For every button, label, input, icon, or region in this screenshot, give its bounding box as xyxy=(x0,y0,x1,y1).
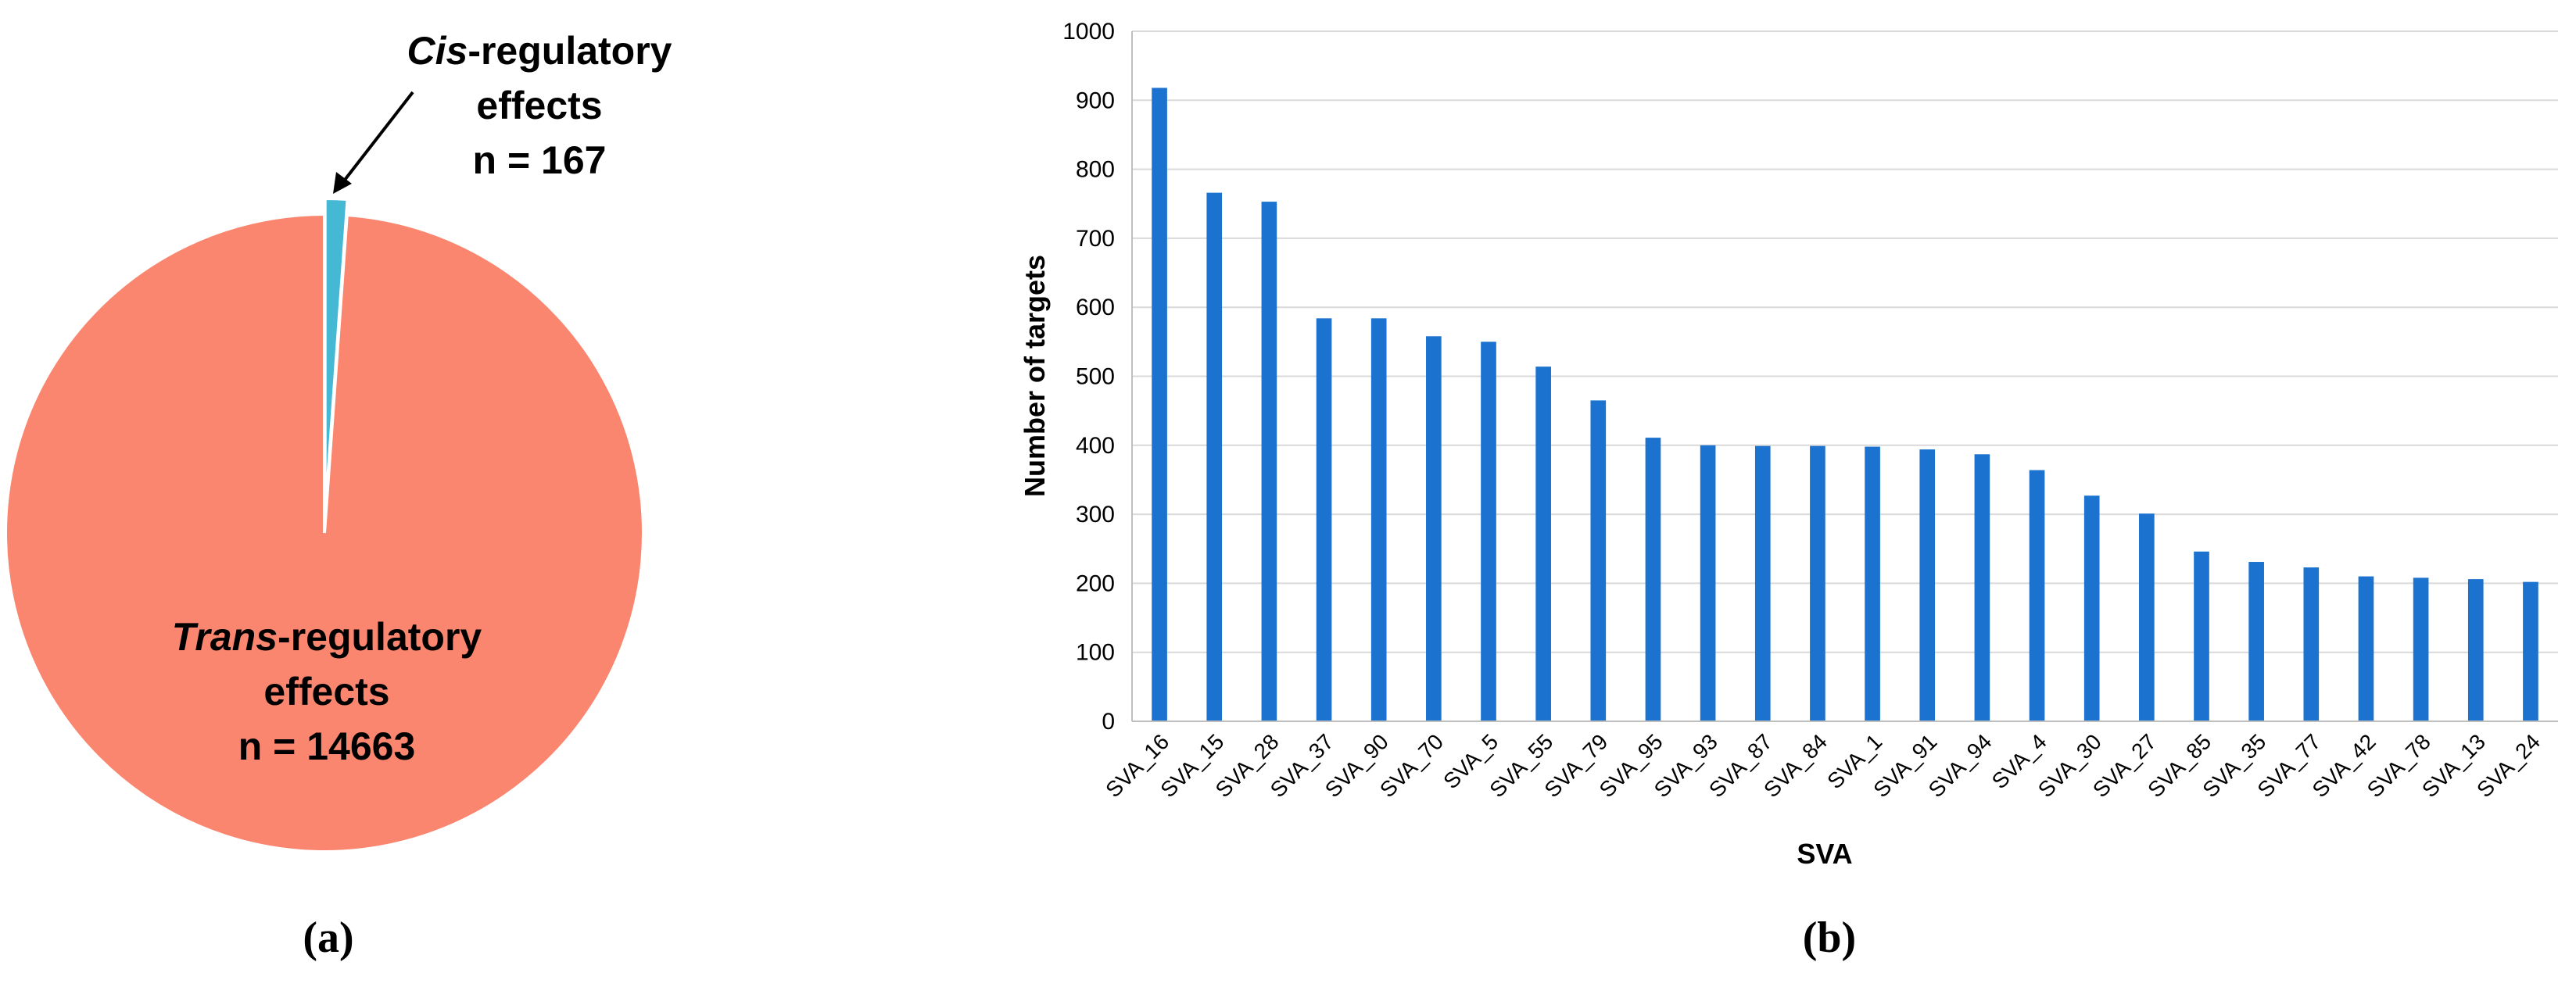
y-tick-label: 400 xyxy=(1076,433,1115,459)
bar xyxy=(2139,513,2155,721)
bar xyxy=(1974,454,1990,721)
bar xyxy=(2248,562,2264,721)
bar xyxy=(2029,470,2045,721)
y-tick-label: 1000 xyxy=(1062,19,1115,45)
y-tick-label: 300 xyxy=(1076,502,1115,527)
pie-chart xyxy=(4,197,645,853)
bar xyxy=(2523,581,2538,721)
bar xyxy=(2467,579,2484,721)
y-axis-ticks: 0 100 200 300 400 500 600 700 800 900 1000 xyxy=(1062,19,1115,735)
pie-slice-cis xyxy=(323,197,349,518)
y-tick-label: 100 xyxy=(1076,640,1115,666)
y-tick-label: 0 xyxy=(1102,709,1115,735)
trans-label-line1: Trans-regulatory xyxy=(172,615,482,659)
trans-label-count: n = 14663 xyxy=(238,724,416,768)
bar-chart-gridlines xyxy=(1132,30,2558,653)
bar xyxy=(1810,445,1825,721)
bar xyxy=(1370,318,1387,721)
bar xyxy=(1700,445,1716,721)
x-axis-ticks: SVA_16SVA_15SVA_28SVA_37SVA_90SVA_70SVA_… xyxy=(1101,729,2545,802)
bar xyxy=(1206,192,1223,721)
bar xyxy=(1152,88,1167,721)
y-tick-label: 800 xyxy=(1076,157,1115,183)
panel-label-a: (a) xyxy=(303,914,353,962)
bar xyxy=(2413,578,2429,721)
trans-label-line2: effects xyxy=(263,670,389,713)
bar xyxy=(1481,342,1496,721)
y-tick-label: 500 xyxy=(1076,364,1115,390)
cis-arrow xyxy=(333,91,414,194)
bar xyxy=(1919,449,1936,721)
bar xyxy=(2303,567,2320,721)
bar-chart-bars xyxy=(1152,88,2538,721)
panel-label-b: (b) xyxy=(1803,914,1856,962)
pie-slice-trans xyxy=(4,212,645,853)
x-axis-title: SVA xyxy=(1797,838,1852,870)
bar xyxy=(1645,438,1661,721)
bar xyxy=(1865,446,1880,721)
bar xyxy=(1590,400,1607,721)
bar xyxy=(2194,551,2209,721)
y-tick-label: 900 xyxy=(1076,88,1115,113)
cis-label-count: n = 167 xyxy=(473,138,607,182)
cis-label-line2: effects xyxy=(476,84,602,127)
bar xyxy=(2358,576,2374,721)
bar xyxy=(1754,445,1771,721)
bar xyxy=(2083,495,2100,721)
bar xyxy=(1535,367,1551,721)
bar xyxy=(1316,318,1332,721)
y-tick-label: 200 xyxy=(1076,570,1115,596)
y-tick-label: 600 xyxy=(1076,295,1115,320)
y-tick-label: 700 xyxy=(1076,226,1115,252)
bar xyxy=(1426,336,1442,721)
bar xyxy=(1261,202,1277,721)
cis-label-line1: Cis-regulatory xyxy=(407,29,672,73)
y-axis-title: Number of targets xyxy=(1019,255,1051,497)
